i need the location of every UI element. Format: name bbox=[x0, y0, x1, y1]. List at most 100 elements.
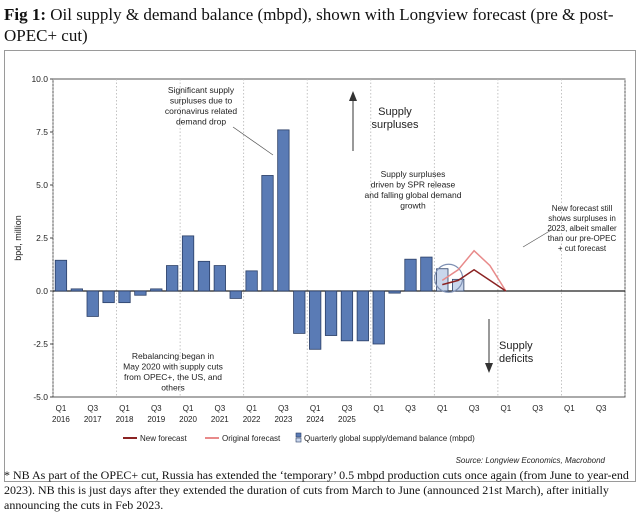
x-tick-label: Q1 bbox=[564, 404, 575, 413]
chart-frame: 10.0 7.5 5.0 2.5 0.0 -2.5 -5.0 bpd, million Q1 Q3… bbox=[4, 50, 636, 482]
x-year-label: 2021 bbox=[211, 415, 229, 424]
x-tick-label: Q1 bbox=[500, 404, 511, 413]
y-tick-label: 10.0 bbox=[31, 74, 48, 84]
original-forecast-line bbox=[441, 249, 507, 292]
bar bbox=[404, 258, 417, 292]
x-tick-label: Q3 bbox=[405, 404, 416, 413]
bar bbox=[324, 290, 338, 336]
annotation-newfc: New forecast still bbox=[552, 204, 613, 213]
annotation-leader bbox=[522, 228, 554, 248]
annotation-newfc: + cut forecast bbox=[558, 244, 607, 253]
bar bbox=[229, 290, 242, 299]
bar bbox=[261, 175, 274, 292]
annotation-newfc: shows surpluses in bbox=[548, 214, 616, 223]
plot-area bbox=[52, 78, 626, 398]
bar bbox=[70, 288, 83, 292]
legend-bar-swatch bbox=[295, 432, 302, 438]
y-tick-label: -2.5 bbox=[33, 339, 48, 349]
bar bbox=[181, 235, 195, 292]
bar bbox=[309, 290, 322, 350]
legend-new-forecast: New forecast bbox=[140, 434, 187, 443]
x-tick-label: Q1 bbox=[437, 404, 448, 413]
x-year-label: 2024 bbox=[306, 415, 324, 424]
figure-title-text: Oil supply & demand balance (mbpd), show… bbox=[4, 5, 614, 45]
annotation-spr: Supply surpluses bbox=[381, 169, 446, 179]
surplus-arrowhead bbox=[349, 91, 357, 101]
annotation-surplus: Supply bbox=[378, 106, 412, 118]
annotation-covid: surpluses due to bbox=[170, 96, 233, 106]
x-year-label: 2016 bbox=[52, 415, 70, 424]
bar bbox=[197, 260, 211, 292]
legend-quarterly-balance: Quarterly global supply/demand balance (… bbox=[304, 434, 475, 443]
annotation-spr: and falling global demand bbox=[365, 190, 462, 200]
chart-source: Source: Longview Economics, Macrobond bbox=[456, 456, 606, 465]
x-tick-label: Q3 bbox=[469, 404, 480, 413]
bar bbox=[54, 259, 68, 292]
x-year-label: 2025 bbox=[338, 415, 356, 424]
x-tick-label: Q1 bbox=[310, 404, 321, 413]
annotation-newfc: 2023, albeit smaller bbox=[547, 224, 617, 233]
x-year-label: 2019 bbox=[147, 415, 165, 424]
bar bbox=[277, 129, 290, 292]
annotation-leader bbox=[232, 126, 274, 156]
new-forecast-line bbox=[442, 268, 507, 292]
annotation-rebal: Rebalancing began in bbox=[132, 351, 215, 361]
y-tick-label: 2.5 bbox=[36, 233, 48, 243]
x-year-label: 2018 bbox=[116, 415, 134, 424]
x-tick-label: Q3 bbox=[278, 404, 289, 413]
annotation-spr: driven by SPR release bbox=[371, 180, 456, 190]
x-tick-label: Q3 bbox=[87, 404, 98, 413]
annotation-covid: Significant supply bbox=[168, 85, 235, 95]
bar bbox=[388, 290, 401, 294]
annotation-newfc: than our pre-OPEC bbox=[548, 234, 617, 243]
bar bbox=[452, 278, 465, 292]
annotation-covid: demand drop bbox=[176, 117, 226, 127]
annotation-covid: coronavirus related bbox=[165, 106, 238, 116]
bar bbox=[293, 290, 306, 334]
x-tick-label: Q3 bbox=[532, 404, 543, 413]
x-tick-label: Q1 bbox=[373, 404, 384, 413]
bar bbox=[340, 290, 354, 342]
y-axis-label: bpd, million bbox=[13, 215, 23, 261]
bar bbox=[245, 270, 258, 292]
annotation-rebal: others bbox=[161, 383, 185, 393]
x-tick-label: Q1 bbox=[119, 404, 130, 413]
y-tick-label: 7.5 bbox=[36, 127, 48, 137]
annotation-rebal: from OPEC+, the US, and bbox=[124, 372, 222, 382]
x-tick-label: Q1 bbox=[56, 404, 67, 413]
annotation-spr: growth bbox=[400, 201, 426, 211]
x-tick-label: Q3 bbox=[342, 404, 353, 413]
annotation-rebal: May 2020 with supply cuts bbox=[123, 362, 223, 372]
x-tick-label: Q1 bbox=[246, 404, 257, 413]
figure-label: Fig 1: bbox=[4, 5, 47, 24]
x-year-label: 2023 bbox=[274, 415, 292, 424]
x-year-label: 2020 bbox=[179, 415, 197, 424]
bar bbox=[118, 290, 131, 304]
legend-bar-swatch-light bbox=[295, 437, 302, 443]
bar bbox=[420, 256, 433, 292]
deficit-arrowhead bbox=[485, 363, 493, 373]
legend-original-forecast: Original forecast bbox=[222, 434, 281, 443]
figure-title: Fig 1: Oil supply & demand balance (mbpd… bbox=[4, 4, 636, 46]
bar bbox=[86, 290, 99, 317]
x-year-label: 2022 bbox=[243, 415, 261, 424]
bar bbox=[372, 290, 385, 345]
footnote: * NB As part of the OPEC+ cut, Russia ha… bbox=[4, 468, 629, 512]
x-tick-label: Q3 bbox=[151, 404, 162, 413]
annotation-deficit: Supply bbox=[499, 340, 533, 352]
bar bbox=[150, 288, 163, 292]
bar bbox=[356, 290, 369, 342]
bar bbox=[134, 290, 147, 296]
y-tick-label: 0.0 bbox=[36, 286, 48, 296]
y-tick-label: -5.0 bbox=[33, 392, 48, 402]
x-tick-label: Q1 bbox=[183, 404, 194, 413]
x-year-label: 2017 bbox=[84, 415, 102, 424]
x-tick-label: Q3 bbox=[596, 404, 607, 413]
x-tick-label: Q3 bbox=[214, 404, 225, 413]
bar bbox=[213, 265, 226, 292]
y-tick-label: 5.0 bbox=[36, 180, 48, 190]
chart: 10.0 7.5 5.0 2.5 0.0 -2.5 -5.0 bpd, million Q1 Q3… bbox=[13, 74, 626, 465]
bar bbox=[166, 265, 179, 292]
annotation-deficit: deficits bbox=[499, 353, 534, 365]
annotation-surplus: surpluses bbox=[371, 119, 419, 131]
